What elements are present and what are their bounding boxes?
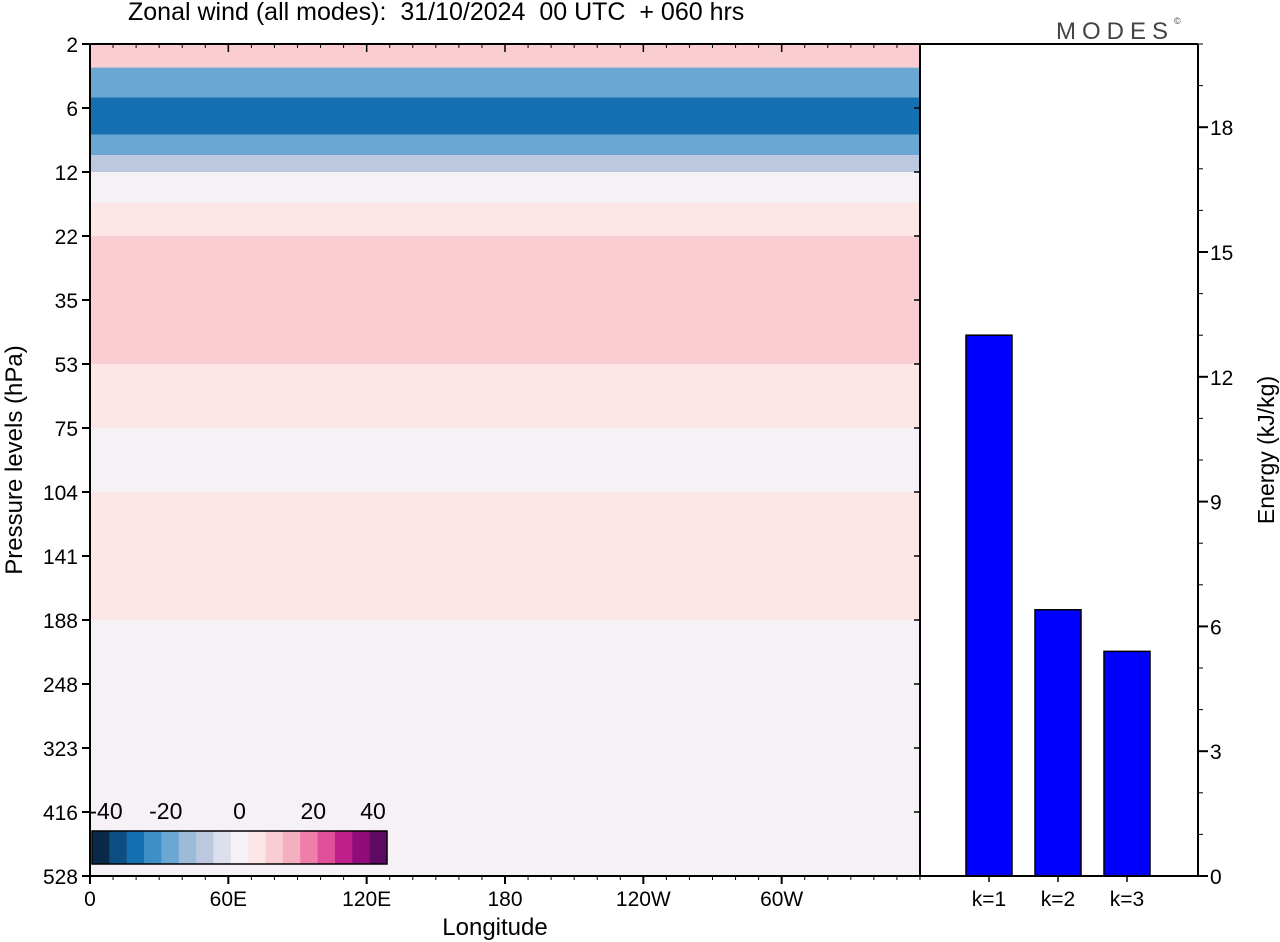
colorbar-swatch [109,831,128,864]
y-tick-label: 6 [66,98,78,121]
colorbar-swatch [282,831,301,864]
colorbar-swatch [334,831,353,864]
y-tick-label: 53 [55,354,78,377]
bar-y-axis-label: Energy (kJ/kg) [1253,376,1279,524]
bar-category-label: k=3 [1110,888,1144,911]
logo-text: MODES [1056,18,1175,45]
energy-bar-k=2 [1034,609,1082,877]
heatmap-band [90,172,920,203]
colorbar-swatch [144,831,162,864]
heatmap-band [90,67,920,98]
y-tick-label: 416 [43,802,78,825]
logo-mark: © [1174,16,1181,26]
heatmap-band [90,428,920,492]
x-axis-label: Longitude [442,914,547,941]
x-tick-label: 0 [84,888,96,911]
colorbar-swatch [369,831,388,864]
colorbar-swatch [178,831,197,864]
colorbar-label: 20 [300,798,326,824]
y-tick-label: 22 [55,226,78,249]
y-tick-label: 528 [43,866,78,889]
y-tick-label: 188 [43,610,78,633]
y-axis-label: Pressure levels (hPa) [1,345,28,574]
y-tick-label: 141 [43,546,78,569]
colorbar-swatch [300,831,319,864]
energy-bar-k=3 [1103,650,1151,877]
colorbar-swatch [248,831,267,864]
y-tick-label: 75 [55,418,78,441]
y-tick-label: 2 [66,34,78,57]
colorbar-swatch [265,831,284,864]
colorbar-label: 40 [360,798,386,824]
heatmap-band [90,97,920,135]
colorbar-label: -40 [89,798,122,824]
heatmap-band [90,134,920,156]
bar-y-tick-label: 9 [1210,492,1222,515]
heatmap-area [90,44,920,876]
x-tick-label: 180 [487,888,522,911]
heatmap-band [90,155,920,172]
modes-logo: MODES© [1056,16,1181,46]
heatmap-band [90,236,920,300]
chart-title: Zonal wind (all modes): 31/10/2024 00 UT… [128,0,745,26]
heatmap-band [90,202,920,236]
colorbar-swatch [161,831,180,864]
colorbar-swatch [196,831,214,864]
colorbar-swatch [230,831,249,864]
x-tick-label: 120W [616,888,671,911]
colorbar-swatch [317,831,336,864]
y-tick-label: 35 [55,290,78,313]
heatmap-band [90,44,920,68]
colorbar-label: -20 [149,798,182,824]
bar-y-tick-label: 15 [1210,242,1233,265]
y-tick-label: 12 [55,162,78,185]
x-tick-label: 60E [210,888,247,911]
colorbar-swatch [213,831,232,864]
colorbar-label: 0 [233,798,246,824]
y-tick-label: 323 [43,738,78,761]
heatmap-band [90,492,920,620]
y-tick-label: 104 [43,482,78,505]
heatmap-axes: 2 6 12 22 35 53 75 104 141 188 248 323 416 528 Pressur… [1,34,921,941]
bar-y-tick-label: 3 [1210,741,1222,764]
y-tick-label: 248 [43,674,78,697]
heatmap-band [90,620,920,748]
bar-y-tick-label: 6 [1210,616,1222,639]
energy-bar-k=1 [965,334,1013,877]
x-tick-label: 120E [342,888,391,911]
bar-y-tick-label: 18 [1210,117,1233,140]
heatmap-band [90,300,920,364]
colorbar-frame [91,830,388,865]
colorbar-swatch [92,831,110,864]
energy-bar-panel: k=1 k=2 k=3 0 3 6 9 12 15 18 Energy (kJ/kg) [919,43,1279,911]
bar-category-label: k=2 [1041,888,1075,911]
colorbar-swatch [352,831,371,864]
colorbar: -40 -20 0 20 40 [89,798,388,865]
bar-y-tick-label: 0 [1210,866,1222,889]
heatmap-band [90,364,920,428]
bar-category-label: k=1 [972,888,1006,911]
x-tick-label: 60W [760,888,803,911]
colorbar-swatch [126,831,145,864]
bar-y-tick-label: 12 [1210,367,1233,390]
